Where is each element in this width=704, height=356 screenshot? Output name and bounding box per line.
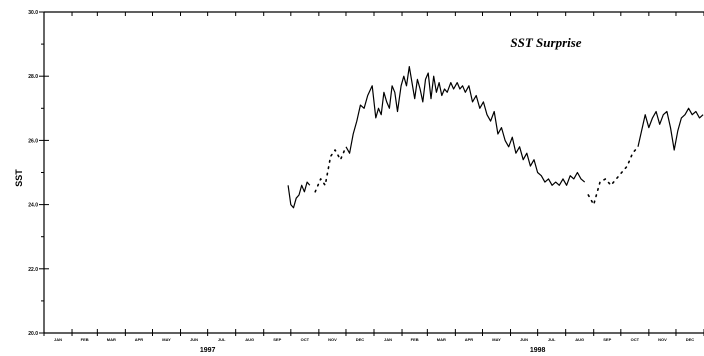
sst-line-segment-3 bbox=[345, 66, 586, 186]
month-label: SEP bbox=[273, 337, 281, 342]
y-tick-label: 20.0 bbox=[28, 331, 38, 337]
month-label: FEB bbox=[411, 337, 419, 342]
y-tick-label: 28.0 bbox=[28, 74, 38, 80]
month-label: MAY bbox=[162, 337, 171, 342]
y-tick-labels: 20.0 22.0 24.0 26.0 28.0 30.0 bbox=[28, 10, 38, 337]
month-label: JUL bbox=[548, 337, 556, 342]
month-label: MAY bbox=[492, 337, 501, 342]
month-label: JUL bbox=[218, 337, 226, 342]
year-label: 1998 bbox=[530, 347, 546, 354]
axis-ticks bbox=[39, 11, 704, 336]
month-label: DEC bbox=[686, 337, 695, 342]
month-label: NOV bbox=[328, 337, 337, 342]
month-label: NOV bbox=[658, 337, 667, 342]
year-labels: 1997 1998 bbox=[200, 347, 546, 354]
month-label: JUN bbox=[190, 337, 198, 342]
sst-line-segment-4 bbox=[587, 146, 639, 206]
month-label: JUN bbox=[520, 337, 528, 342]
month-label: AUG bbox=[245, 337, 254, 342]
month-label: JAN bbox=[54, 337, 62, 342]
month-label: OCT bbox=[631, 337, 640, 342]
y-tick-label: 30.0 bbox=[28, 10, 38, 16]
month-label: JAN bbox=[384, 337, 392, 342]
month-label: SEP bbox=[603, 337, 611, 342]
sst-line-segment-5 bbox=[637, 107, 704, 151]
year-label: 1997 bbox=[200, 347, 216, 354]
month-label: AUG bbox=[575, 337, 584, 342]
y-tick-label: 22.0 bbox=[28, 267, 38, 273]
month-label: DEC bbox=[356, 337, 365, 342]
sst-series bbox=[287, 66, 704, 209]
sst-line-segment-1 bbox=[287, 181, 311, 209]
sst-line-segment-2 bbox=[314, 146, 347, 193]
y-axis-label: SST bbox=[14, 169, 24, 187]
month-label: FEB bbox=[81, 337, 89, 342]
month-label: MAR bbox=[437, 337, 446, 342]
y-tick-label: 24.0 bbox=[28, 203, 38, 209]
month-label: APR bbox=[135, 337, 144, 342]
month-tick-labels: JAN FEB MAR APR MAY JUN JUL AUG SEP OCT NOV DEC JAN F… bbox=[54, 337, 694, 342]
month-label: MAR bbox=[107, 337, 116, 342]
chart-title: SST Surprise bbox=[510, 35, 581, 50]
month-label: OCT bbox=[301, 337, 310, 342]
month-label: APR bbox=[465, 337, 474, 342]
y-tick-label: 26.0 bbox=[28, 138, 38, 144]
